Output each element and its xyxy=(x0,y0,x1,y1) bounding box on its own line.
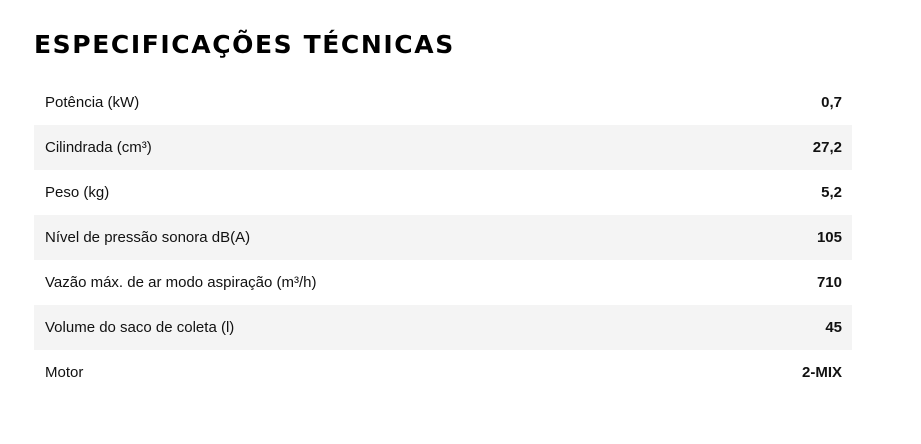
spec-label: Potência (kW) xyxy=(45,94,140,111)
spec-label: Motor xyxy=(45,364,84,381)
spec-row: Vazão máx. de ar modo aspiração (m³/h) 71… xyxy=(34,260,852,305)
spec-label: Peso (kg) xyxy=(45,184,110,201)
spec-row: Peso (kg) 5,2 xyxy=(34,170,852,215)
spec-value: 2-MIX xyxy=(801,364,842,381)
spec-row: Nível de pressão sonora dB(A) 105 xyxy=(34,215,852,260)
spec-value: 0,7 xyxy=(821,94,842,111)
specs-table: Potência (kW) 0,7 Cilindrada (cm³) 27,2 Pe… xyxy=(34,80,852,395)
spec-label: Vazão máx. de ar modo aspiração (m³/h) xyxy=(45,274,317,291)
spec-row: Potência (kW) 0,7 xyxy=(34,80,852,125)
spec-row: Cilindrada (cm³) 27,2 xyxy=(34,125,852,170)
spec-value: 27,2 xyxy=(812,139,842,156)
spec-value: 5,2 xyxy=(821,184,842,201)
spec-value: 105 xyxy=(816,229,842,246)
section-title: ESPECIFICAÇÕES TÉCNICAS xyxy=(34,30,455,59)
spec-label: Cilindrada (cm³) xyxy=(45,139,152,156)
spec-value: 710 xyxy=(816,274,842,291)
spec-row: Motor 2-MIX xyxy=(34,350,852,395)
spec-row: Volume do saco de coleta (l) 45 xyxy=(34,305,852,350)
spec-label: Nível de pressão sonora dB(A) xyxy=(45,229,251,246)
spec-label: Volume do saco de coleta (l) xyxy=(45,319,235,336)
spec-value: 45 xyxy=(825,319,842,336)
